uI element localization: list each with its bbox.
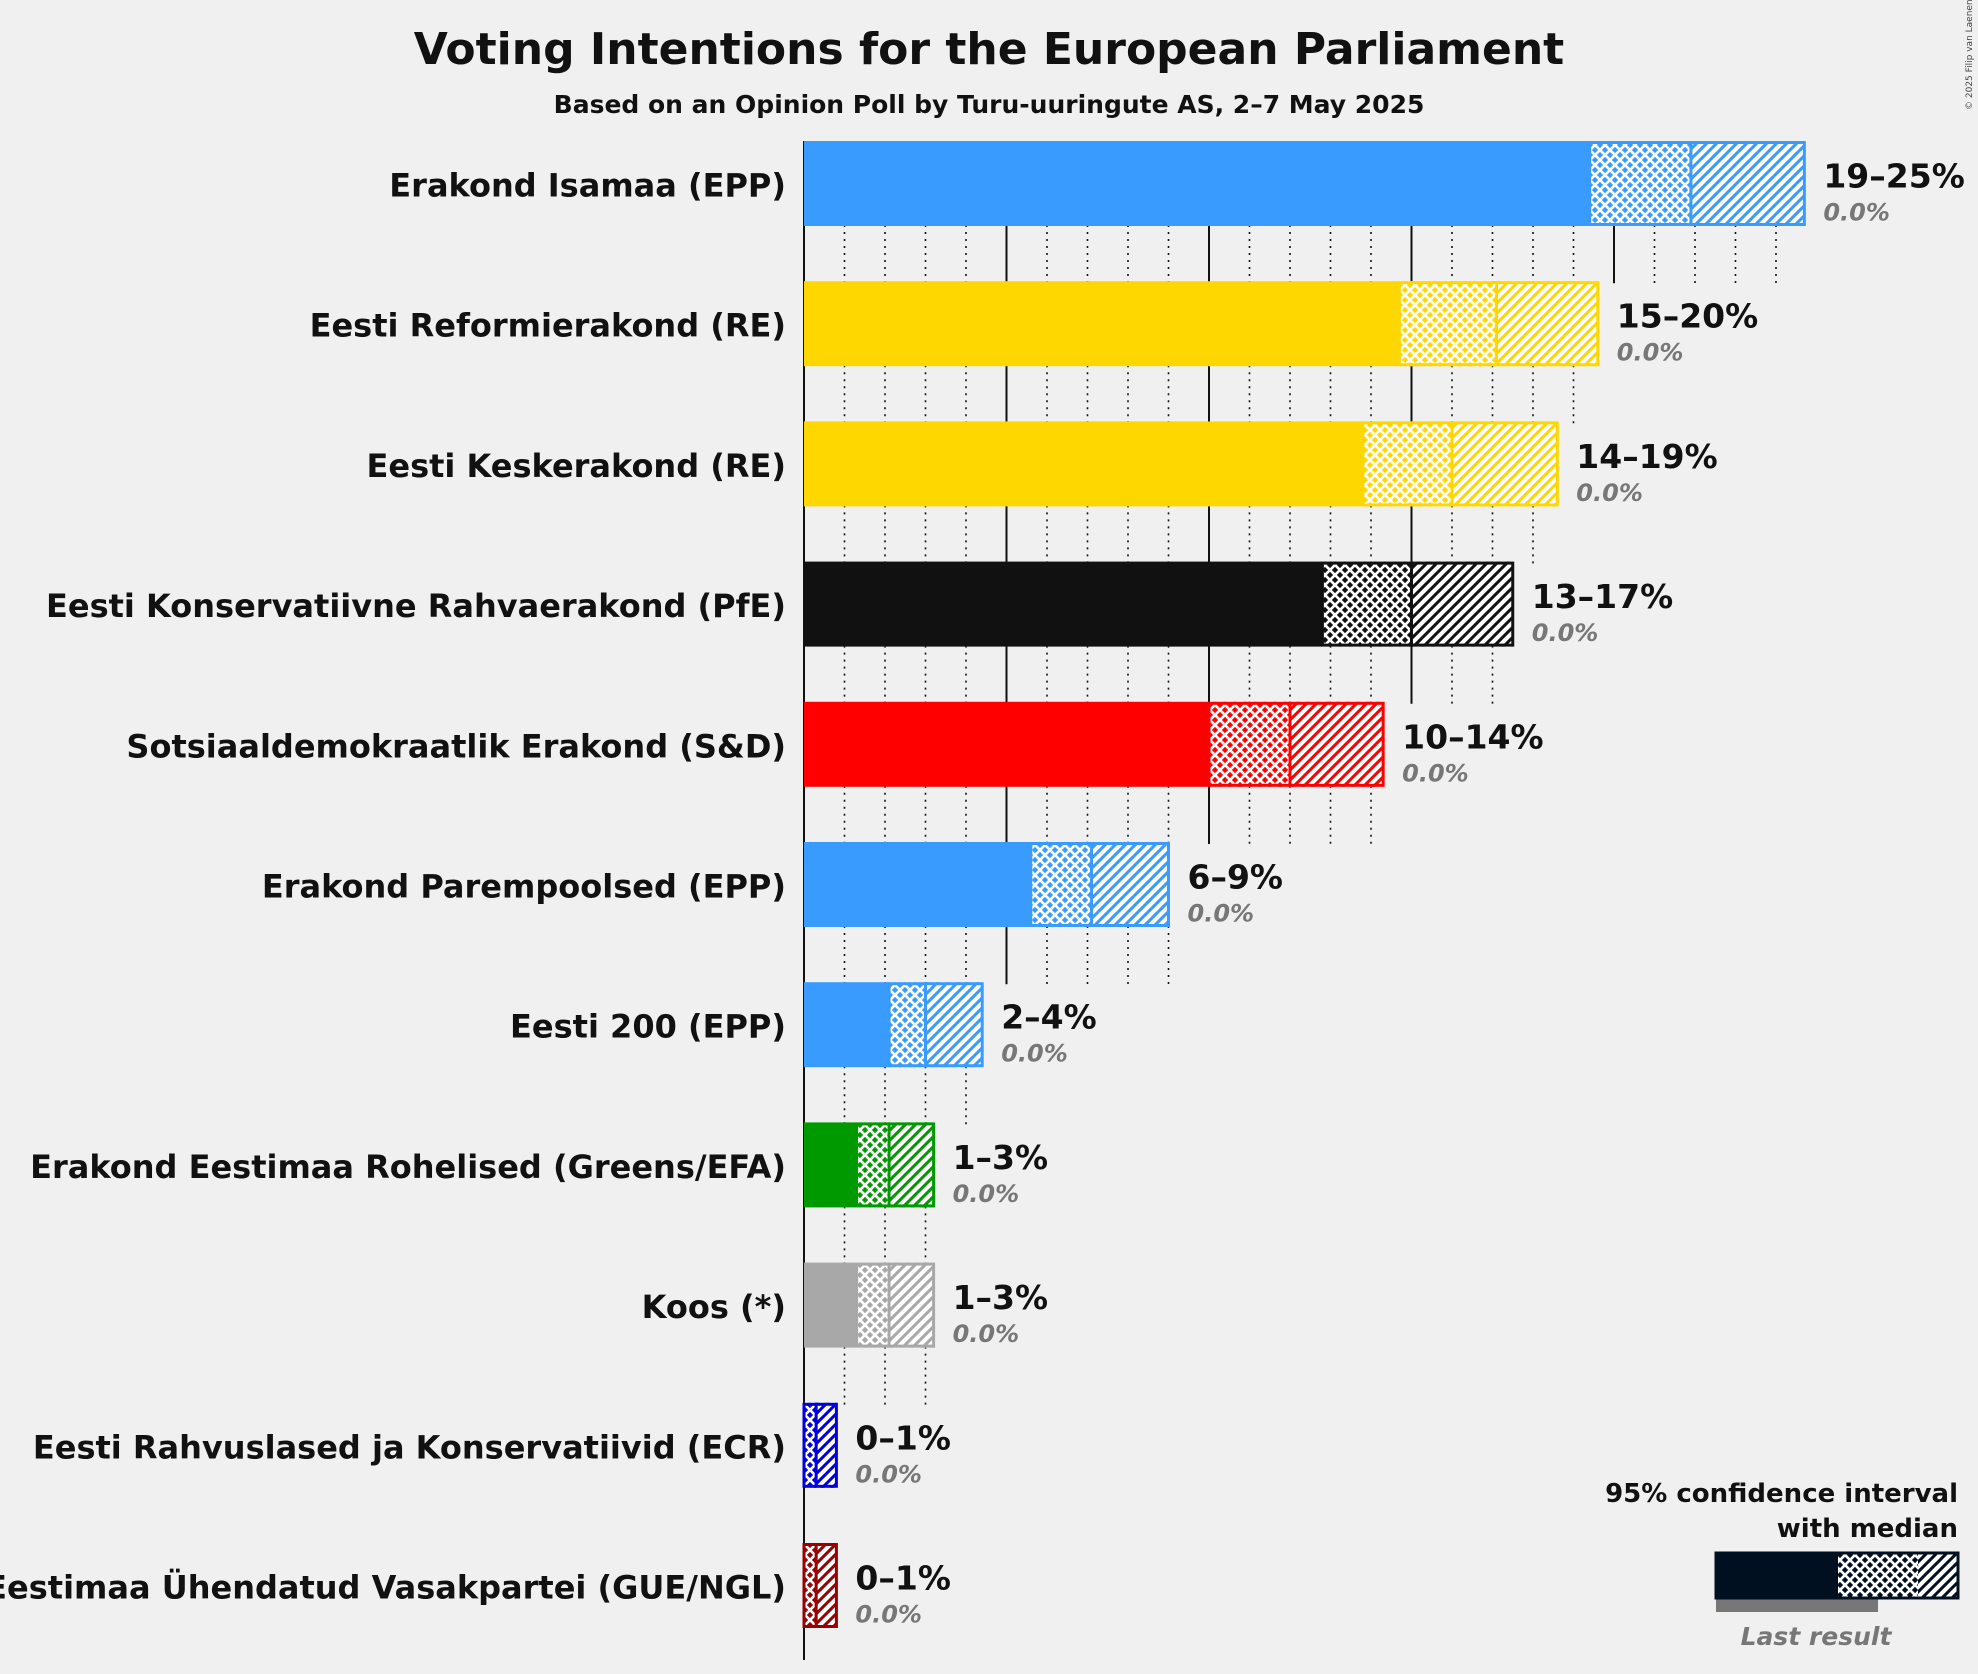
- party-label: Eesti 200 (EPP): [510, 1008, 786, 1046]
- party-row: Koos (*) 1–3% 0.0%: [642, 1262, 1049, 1348]
- bar-ci-upper: [816, 1543, 837, 1628]
- legend-bar-outline: [1714, 1551, 1960, 1600]
- range-label: 1–3%: [953, 1138, 1049, 1177]
- legend-hatch-bar: [1918, 1553, 1958, 1598]
- bar-outline: [802, 1402, 838, 1488]
- last-result-label: 0.0%: [1188, 900, 1255, 928]
- bar-ci-lower: [804, 1543, 817, 1628]
- bar-ci-upper: [1091, 842, 1169, 927]
- legend-median-label: with median: [1777, 1514, 1958, 1544]
- bar-outline: [1320, 561, 1515, 647]
- party-label: Eesti Keskerakond (RE): [367, 447, 786, 485]
- last-result-label: 0.0%: [855, 1460, 922, 1488]
- bar-ci-upper: [889, 1262, 934, 1348]
- bar-ci-lower: [889, 982, 926, 1068]
- party-label: Erakond Isamaa (EPP): [389, 167, 786, 205]
- bar-outline: [802, 1543, 838, 1628]
- bar-ci-upper: [1496, 281, 1598, 367]
- party-label: Eestimaa Ühendatud Vasakpartei (GUE/NGL): [0, 1569, 786, 1607]
- bar-ci-lower: [856, 1262, 890, 1348]
- party-row: Eesti Rahvuslased ja Konservatiivid (ECR…: [33, 1402, 951, 1488]
- bar-outline: [1207, 701, 1385, 787]
- last-result-label: 0.0%: [953, 1180, 1020, 1208]
- bar-solid: [804, 1122, 857, 1208]
- bar-outline: [855, 1262, 936, 1348]
- range-label: 13–17%: [1532, 577, 1673, 616]
- range-label: 14–19%: [1576, 437, 1717, 476]
- party-row: Sotsiaaldemokraatlik Erakond (S&D) 10–14%…: [126, 701, 1544, 787]
- bar-solid: [804, 141, 1590, 226]
- bar-outline: [1397, 281, 1600, 367]
- bar-solid: [804, 561, 1323, 647]
- party-row: Eestimaa Ühendatud Vasakpartei (GUE/NGL)…: [0, 1543, 951, 1629]
- bar-solid: [804, 701, 1209, 787]
- legend-ci-label: 95% confidence interval: [1605, 1479, 1958, 1509]
- chart-title: Voting Intentions for the European Parli…: [414, 24, 1564, 75]
- bar-outline: [1588, 141, 1806, 226]
- bar-ci-upper: [1411, 561, 1513, 647]
- party-row: Erakond Isamaa (EPP) 19–25% 0.0%: [389, 141, 1965, 227]
- last-result-label: 0.0%: [1402, 759, 1469, 787]
- party-label: Erakond Eestimaa Rohelised (Greens/EFA): [30, 1148, 786, 1186]
- bar-outline: [1361, 421, 1559, 507]
- copyright: © 2025 Filip van Laenen: [1965, 0, 1975, 110]
- bar-ci-lower: [1209, 701, 1290, 787]
- bar-solid: [804, 1262, 857, 1348]
- last-result-label: 0.0%: [855, 1601, 922, 1629]
- bar-ci-upper: [1690, 141, 1805, 226]
- party-label: Erakond Parempoolsed (EPP): [262, 868, 786, 906]
- last-result-label: 0.0%: [1617, 339, 1684, 367]
- bar-solid: [804, 281, 1400, 367]
- last-result-label: 0.0%: [1001, 1040, 1068, 1068]
- party-row: Eesti Reformierakond (RE) 15–20% 0.0%: [310, 281, 1758, 367]
- party-row: Erakond Eestimaa Rohelised (Greens/EFA) 1…: [30, 1122, 1048, 1208]
- bar-ci-lower: [1589, 141, 1691, 226]
- range-label: 6–9%: [1188, 858, 1284, 897]
- bar-outline: [887, 982, 984, 1068]
- bar-ci-upper: [925, 982, 983, 1068]
- last-result-label: 0.0%: [1576, 479, 1643, 507]
- range-label: 0–1%: [855, 1559, 951, 1598]
- range-label: 10–14%: [1402, 717, 1543, 756]
- bar-ci-upper: [1452, 421, 1558, 507]
- bar-outline: [1029, 842, 1171, 927]
- legend-last-result-label: Last result: [1741, 1622, 1893, 1651]
- bar-ci-upper: [1290, 701, 1384, 787]
- legend: 95% confidence interval with median Last…: [1605, 1479, 1960, 1651]
- last-result-label: 0.0%: [1532, 619, 1599, 647]
- chart-subtitle: Based on an Opinion Poll by Turu-uuringu…: [554, 90, 1425, 119]
- legend-crosshatch-bar: [1838, 1553, 1918, 1598]
- bar-solid: [804, 842, 1031, 927]
- party-row: Eesti 200 (EPP) 2–4% 0.0%: [510, 982, 1097, 1068]
- bar-ci-lower: [1322, 561, 1412, 647]
- legend-solid-bar: [1716, 1553, 1838, 1598]
- range-label: 2–4%: [1001, 998, 1096, 1037]
- range-label: 0–1%: [855, 1418, 951, 1457]
- party-row: Eesti Keskerakond (RE) 14–19% 0.0%: [367, 421, 1718, 507]
- bar-ci-upper: [816, 1402, 837, 1488]
- last-result-label: 0.0%: [1823, 199, 1890, 227]
- range-label: 1–3%: [953, 1278, 1049, 1317]
- bar-solid: [804, 421, 1363, 507]
- party-label: Eesti Rahvuslased ja Konservatiivid (ECR…: [33, 1428, 786, 1466]
- bar-ci-upper: [889, 1122, 934, 1208]
- bars: Erakond Isamaa (EPP) 19–25%0.0%Eesti Refo…: [0, 141, 1965, 1629]
- party-label: Eesti Reformierakond (RE): [310, 307, 786, 345]
- party-label: Eesti Konservatiivne Rahvaerakond (PfE): [46, 587, 786, 625]
- range-label: 15–20%: [1617, 297, 1758, 336]
- party-row: Eesti Konservatiivne Rahvaerakond (PfE) 1…: [46, 561, 1673, 647]
- party-label: Sotsiaaldemokraatlik Erakond (S&D): [126, 727, 786, 765]
- bar-solid: [804, 982, 890, 1068]
- bar-ci-lower: [1399, 281, 1497, 367]
- party-row: Erakond Parempoolsed (EPP) 6–9% 0.0%: [262, 842, 1283, 928]
- bar-ci-lower: [856, 1122, 890, 1208]
- last-result-label: 0.0%: [953, 1320, 1020, 1348]
- bar-ci-lower: [804, 1402, 817, 1488]
- bar-ci-lower: [1362, 421, 1452, 507]
- bar-outline: [855, 1122, 936, 1208]
- party-label: Koos (*): [642, 1288, 786, 1326]
- bar-ci-lower: [1030, 842, 1092, 927]
- range-label: 19–25%: [1823, 157, 1964, 196]
